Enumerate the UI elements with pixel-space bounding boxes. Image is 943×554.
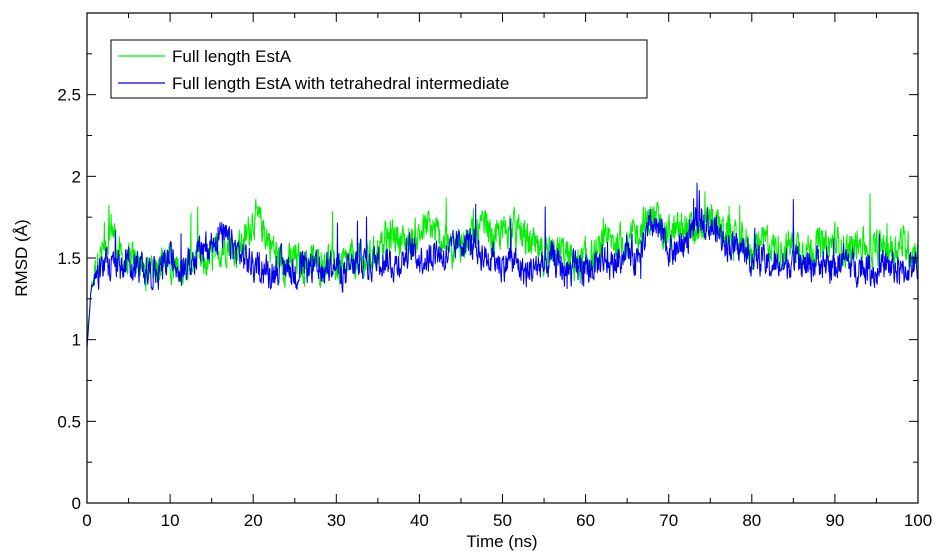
y-tick-label: 0 bbox=[72, 494, 81, 513]
legend-box bbox=[110, 39, 648, 99]
y-tick-label: 1 bbox=[72, 331, 81, 350]
y-tick-label: 2.5 bbox=[57, 86, 81, 105]
legend: Full length EstA Full length EstA with t… bbox=[110, 39, 648, 99]
x-tick-label: 10 bbox=[161, 511, 180, 530]
x-tick-label: 40 bbox=[410, 511, 429, 530]
x-tick-label: 20 bbox=[244, 511, 263, 530]
x-tick-label: 0 bbox=[82, 511, 91, 530]
y-tick-label: 1.5 bbox=[57, 249, 81, 268]
y-tick-label: 0.5 bbox=[57, 412, 81, 431]
x-tick-label: 70 bbox=[659, 511, 678, 530]
x-tick-label: 60 bbox=[576, 511, 595, 530]
x-axis-title: Time (ns) bbox=[466, 532, 537, 551]
x-tick-label: 100 bbox=[904, 511, 932, 530]
y-axis-title: RMSD (Å) bbox=[12, 219, 31, 296]
legend-label-series-1: Full length EstA bbox=[172, 47, 292, 66]
x-tick-label: 50 bbox=[493, 511, 512, 530]
series-layer bbox=[86, 182, 919, 348]
legend-label-series-2: Full length EstA with tetrahedral interm… bbox=[172, 74, 509, 93]
x-tick-label: 30 bbox=[327, 511, 346, 530]
series-line-2 bbox=[86, 182, 919, 348]
y-tick-label: 2 bbox=[72, 167, 81, 186]
axis-ticks bbox=[86, 13, 919, 504]
x-tick-label: 80 bbox=[742, 511, 761, 530]
x-tick-label: 90 bbox=[825, 511, 844, 530]
axis-tick-labels: 0 10 20 30 40 50 60 70 80 90 100 0 0.5 1 1.5 2 2.5 bbox=[57, 86, 932, 530]
